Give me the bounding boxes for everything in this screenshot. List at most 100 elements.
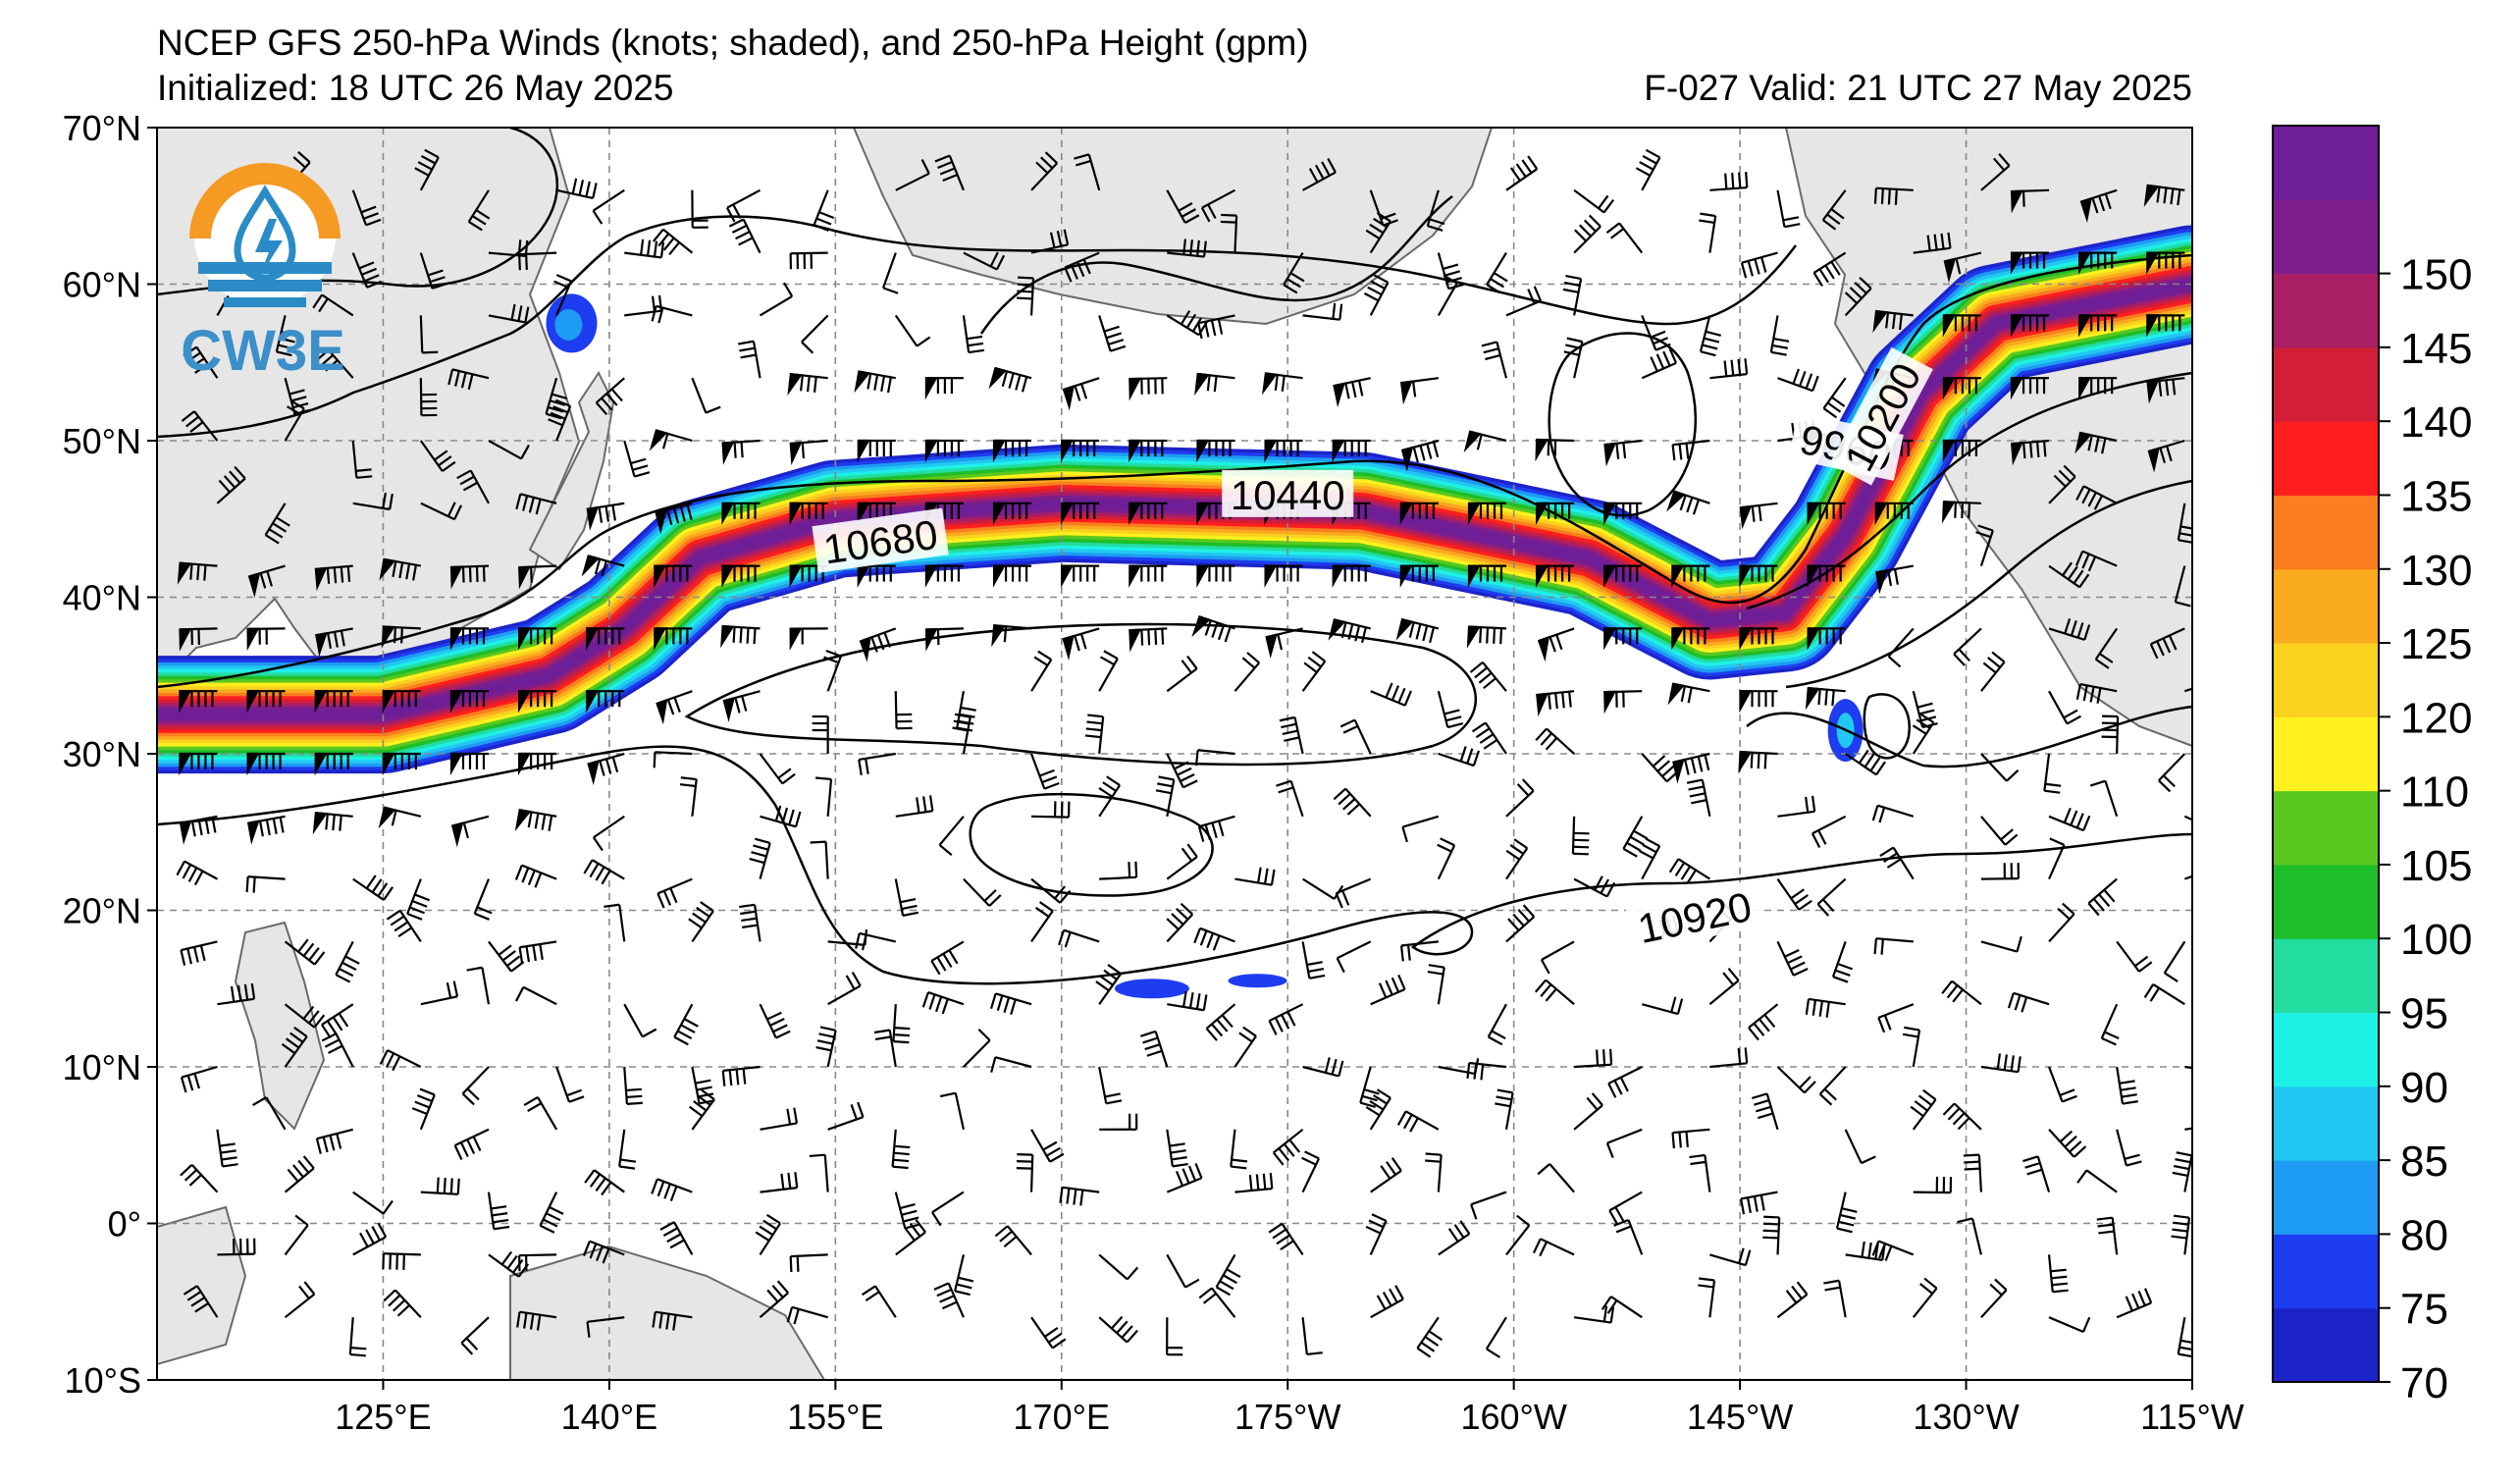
wind-barb [1301,1317,1323,1356]
colorbar-swatch [2273,1086,2379,1161]
contour-low-1 [684,622,1478,767]
logo-sun-arc [189,163,341,239]
colorbar-swatch [2273,126,2379,200]
wind-barb [1467,502,1506,526]
wind-barb [1230,1129,1248,1170]
wind-barb [284,399,305,442]
x-tick-label: 140°E [561,1397,657,1437]
wind-barb [1098,650,1119,692]
wind-barb [1098,1315,1138,1344]
wind-barb [924,627,964,652]
wind-barb [659,1221,694,1255]
wind-barb [382,690,421,714]
wind-barb [2074,431,2118,454]
colorbar-swatch [2273,938,2379,1014]
y-tick-label: 60°N [63,265,141,305]
wind-barb [1333,377,1371,408]
wind-barb [721,564,761,588]
wind-barb [1641,314,1671,351]
wind-barb [2146,377,2185,404]
wind-barb [456,469,490,504]
wind-barb [1129,564,1168,588]
wind-barb [1272,1128,1304,1166]
wind-barb [555,1066,585,1103]
cw3e-logo: CW3E [181,163,345,383]
wind-barb [939,1091,965,1131]
wind-barb [1505,1214,1531,1256]
wind-barb [721,1065,761,1086]
wind-barb [1769,315,1790,356]
contour-10680 [157,215,1797,439]
wind-barb [963,1028,991,1068]
wind-barb [938,816,965,857]
wind-barb [247,564,286,599]
wind-barb [1471,721,1507,755]
wind-barb [1495,1088,1514,1130]
contour-north-2 [979,195,1453,335]
wind-barb [651,1178,693,1202]
logo-drop-icon [234,185,296,282]
wind-barb [1399,377,1439,405]
wind-barb [1603,564,1643,588]
wind-barb [406,878,431,921]
wind-barb [1196,439,1235,463]
wind-barb [1220,213,1238,253]
wind-barb [1573,1305,1615,1324]
wind-barb [679,776,698,817]
colorbar-swatch [2273,273,2379,348]
colorbar-label: 150 [2400,251,2472,299]
wind-barb [180,1065,218,1093]
wind-barb [1536,502,1575,526]
colorbar-label: 90 [2400,1064,2448,1112]
x-tick-label: 170°E [1014,1397,1110,1437]
wind-barb [1098,315,1127,352]
contour-low-2 [969,792,1214,897]
wind-barb [1276,779,1304,818]
wind-barb [314,752,353,776]
wind-barb [1603,439,1643,467]
wind-barb [382,752,421,776]
wind-barb [827,1101,865,1131]
wind-barb [1396,1110,1440,1133]
wind-barb [1805,997,1846,1018]
wind-barb [1167,238,1207,258]
wind-barb [931,1191,965,1227]
wind-barb [2163,940,2186,982]
colorbar-label: 80 [2400,1211,2448,1259]
wind-barb [1739,690,1778,714]
wind-barb [1437,252,1464,291]
wind-barb [1607,1066,1643,1098]
wind-barb [1193,927,1235,951]
wind-barb [1622,816,1649,858]
wind-barb [623,440,651,478]
wind-barb [176,860,218,886]
wind-barb [1328,618,1371,644]
colorbar-swatch [2273,346,2379,422]
colorbar-label: 110 [2400,768,2469,817]
wind-barb [583,859,625,885]
wind-barb [583,1240,625,1264]
wind-barb [587,752,625,786]
wind-barb [2183,874,2192,880]
colorbar-swatch [2273,643,2379,717]
wind-barb [721,439,761,465]
wind-barb [1062,377,1100,411]
wind-barb [691,189,709,229]
wind-barb [655,502,693,535]
wind-barb [1485,1316,1507,1358]
land-japan [528,371,615,571]
wind-barb [1953,627,1982,666]
wind-barb [2184,1127,2192,1131]
y-tick-label: 20°N [63,891,141,931]
wind-barb [1875,564,1914,595]
wind-barb [992,564,1032,588]
wind-barb [386,909,422,943]
wind-barb [749,837,771,879]
wind-barb [2076,1169,2118,1193]
wind-barb [1426,189,1445,232]
wind-barb [518,940,557,964]
wind-barb [1486,252,1508,294]
wind-barb [1641,996,1684,1016]
x-tick-label: 155°E [787,1397,883,1437]
wind-barb [924,439,964,463]
